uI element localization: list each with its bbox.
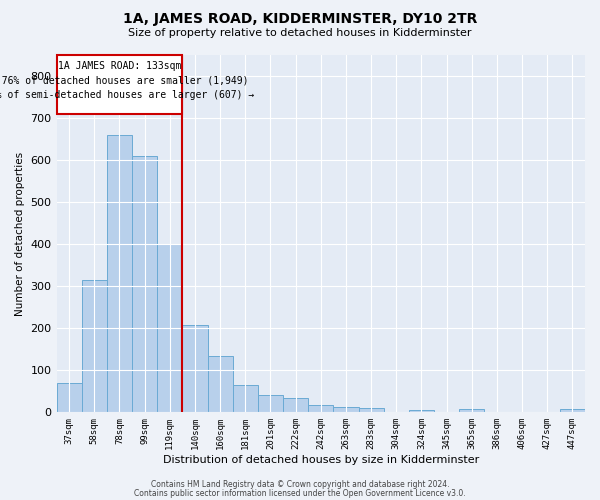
Text: 24% of semi-detached houses are larger (607) →: 24% of semi-detached houses are larger (… <box>0 90 254 100</box>
Bar <box>258 394 283 412</box>
Bar <box>233 385 258 412</box>
X-axis label: Distribution of detached houses by size in Kidderminster: Distribution of detached houses by size … <box>163 455 479 465</box>
Bar <box>107 135 132 412</box>
Bar <box>82 280 107 412</box>
Bar <box>132 156 157 412</box>
Bar <box>283 398 308 412</box>
Text: Contains HM Land Registry data © Crown copyright and database right 2024.: Contains HM Land Registry data © Crown c… <box>151 480 449 489</box>
Text: 1A JAMES ROAD: 133sqm: 1A JAMES ROAD: 133sqm <box>58 60 181 70</box>
Text: 1A, JAMES ROAD, KIDDERMINSTER, DY10 2TR: 1A, JAMES ROAD, KIDDERMINSTER, DY10 2TR <box>123 12 477 26</box>
Y-axis label: Number of detached properties: Number of detached properties <box>15 152 25 316</box>
Bar <box>308 405 334 412</box>
Bar <box>157 244 182 412</box>
Bar <box>409 410 434 412</box>
Bar <box>359 408 383 412</box>
Text: Contains public sector information licensed under the Open Government Licence v3: Contains public sector information licen… <box>134 488 466 498</box>
Bar <box>56 383 82 412</box>
Text: ← 76% of detached houses are smaller (1,949): ← 76% of detached houses are smaller (1,… <box>0 75 249 85</box>
Bar <box>560 409 585 412</box>
Bar <box>334 408 359 412</box>
Bar <box>459 409 484 412</box>
Bar <box>208 356 233 412</box>
Text: Size of property relative to detached houses in Kidderminster: Size of property relative to detached ho… <box>128 28 472 38</box>
Bar <box>182 326 208 412</box>
FancyBboxPatch shape <box>56 55 182 114</box>
